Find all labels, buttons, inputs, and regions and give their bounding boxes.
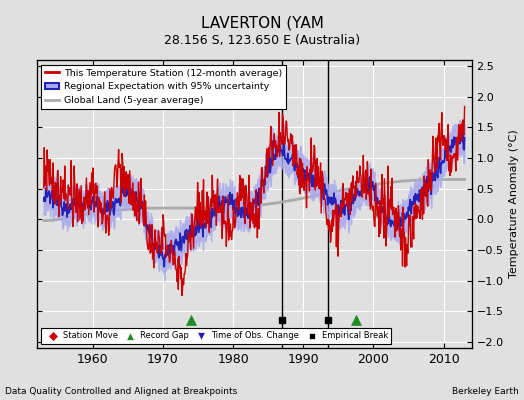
Y-axis label: Temperature Anomaly (°C): Temperature Anomaly (°C)	[509, 130, 519, 278]
Text: Data Quality Controlled and Aligned at Breakpoints: Data Quality Controlled and Aligned at B…	[5, 387, 237, 396]
Text: 28.156 S, 123.650 E (Australia): 28.156 S, 123.650 E (Australia)	[164, 34, 360, 47]
Legend: Station Move, Record Gap, Time of Obs. Change, Empirical Break: Station Move, Record Gap, Time of Obs. C…	[41, 328, 391, 344]
Text: Berkeley Earth: Berkeley Earth	[452, 387, 519, 396]
Text: LAVERTON (YAM: LAVERTON (YAM	[201, 16, 323, 31]
